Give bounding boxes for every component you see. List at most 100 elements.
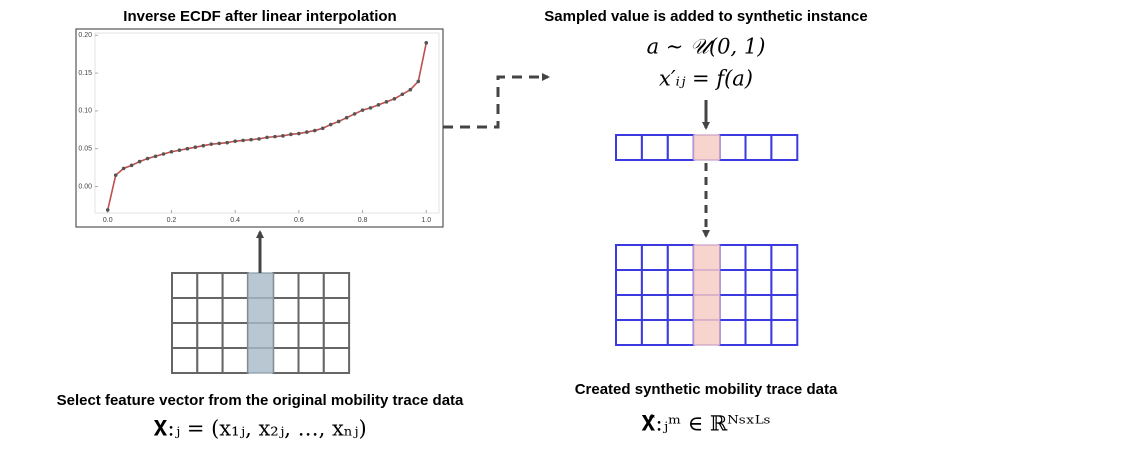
formula: 𝐗:ⱼ = (x₁ⱼ, x₂ⱼ, …, xₙⱼ) xyxy=(153,417,366,441)
cell xyxy=(171,272,199,299)
cell xyxy=(666,269,695,296)
cell xyxy=(718,269,747,296)
cell xyxy=(221,297,249,324)
point xyxy=(297,131,301,136)
y-tick-label: 0.20 xyxy=(78,32,92,39)
cell xyxy=(196,347,224,374)
point xyxy=(424,41,429,45)
cell xyxy=(272,297,300,324)
cell xyxy=(615,134,643,161)
point xyxy=(312,128,317,133)
point xyxy=(145,156,150,161)
cell xyxy=(297,347,325,374)
point xyxy=(193,145,198,150)
cell xyxy=(196,322,224,349)
point xyxy=(336,119,341,124)
x-tick-label: 0.8 xyxy=(358,217,368,224)
point xyxy=(273,134,277,139)
cell xyxy=(770,319,799,346)
cell xyxy=(640,244,669,271)
cell xyxy=(666,244,695,271)
left-caption: Select feature vector from the original … xyxy=(57,392,464,409)
point xyxy=(376,103,381,107)
point xyxy=(129,163,134,168)
cell xyxy=(221,322,249,349)
formula: x′ᵢⱼ = f(a) xyxy=(659,67,753,91)
point xyxy=(265,135,269,140)
plot-area xyxy=(94,32,440,214)
point xyxy=(328,122,333,127)
point xyxy=(384,100,389,104)
point xyxy=(408,87,413,92)
cell xyxy=(770,134,799,161)
cell xyxy=(297,322,325,349)
cell xyxy=(770,269,799,296)
point xyxy=(113,173,118,177)
point xyxy=(201,143,206,148)
cell xyxy=(322,322,351,349)
x-tick-label: 1.0 xyxy=(421,217,431,224)
x-tick-label: 0.2 xyxy=(167,217,177,224)
cell xyxy=(196,272,224,299)
cell xyxy=(640,269,669,296)
point xyxy=(185,146,190,151)
cell xyxy=(770,244,799,271)
point xyxy=(416,79,421,84)
point xyxy=(305,130,309,134)
cell xyxy=(196,297,224,324)
point xyxy=(289,132,293,137)
point xyxy=(105,208,110,212)
cell xyxy=(718,244,747,271)
point xyxy=(177,148,182,153)
highlight-cell xyxy=(693,134,721,161)
chart-title: Inverse ECDF after linear interpolation xyxy=(123,8,396,25)
cell xyxy=(615,319,643,346)
point xyxy=(344,115,349,120)
point xyxy=(281,134,285,138)
highlight-cell xyxy=(247,272,274,299)
cell xyxy=(221,347,249,374)
cell xyxy=(272,322,300,349)
cell xyxy=(297,297,325,324)
point xyxy=(257,137,261,141)
cell xyxy=(615,269,643,296)
point xyxy=(153,154,158,159)
highlight-cell xyxy=(247,322,274,349)
x-tick-label: 0.4 xyxy=(230,217,240,224)
cell xyxy=(718,319,747,346)
cell xyxy=(718,134,747,161)
point xyxy=(217,141,222,146)
cell xyxy=(744,294,773,321)
point xyxy=(225,140,229,145)
plot: 0.00 0.05 0.10 0.15 0.20 0.0 0.2 0.4 0.6 0.8 1.0 xyxy=(78,32,431,224)
highlight-cell xyxy=(693,319,721,346)
highlight-cell xyxy=(247,347,274,374)
highlight-cell xyxy=(693,294,721,321)
point xyxy=(392,96,397,101)
right-caption: Created synthetic mobility trace data xyxy=(575,381,838,398)
formula: 𝐗̂:ⱼᵐ ∈ ℝᴺˢˣᴸˢ xyxy=(641,412,770,436)
highlight-cell xyxy=(693,244,721,271)
cell xyxy=(666,294,695,321)
cell xyxy=(615,244,643,271)
highlight-cell xyxy=(247,297,274,324)
formula: a ∼ 𝒰(0, 1) xyxy=(647,35,766,59)
cell xyxy=(615,294,643,321)
y-tick-label: 0.10 xyxy=(78,108,92,115)
point xyxy=(209,142,214,146)
cell xyxy=(322,297,351,324)
cell xyxy=(272,272,300,299)
point xyxy=(360,108,365,112)
point xyxy=(320,126,325,131)
point xyxy=(241,138,245,143)
highlight-cell xyxy=(693,269,721,296)
grids xyxy=(171,134,799,374)
cell xyxy=(744,134,773,161)
cell xyxy=(171,297,199,324)
point xyxy=(121,166,126,171)
cell xyxy=(272,347,300,374)
cell xyxy=(640,134,669,161)
x-tick-label: 0.6 xyxy=(294,217,304,224)
point xyxy=(352,112,357,116)
